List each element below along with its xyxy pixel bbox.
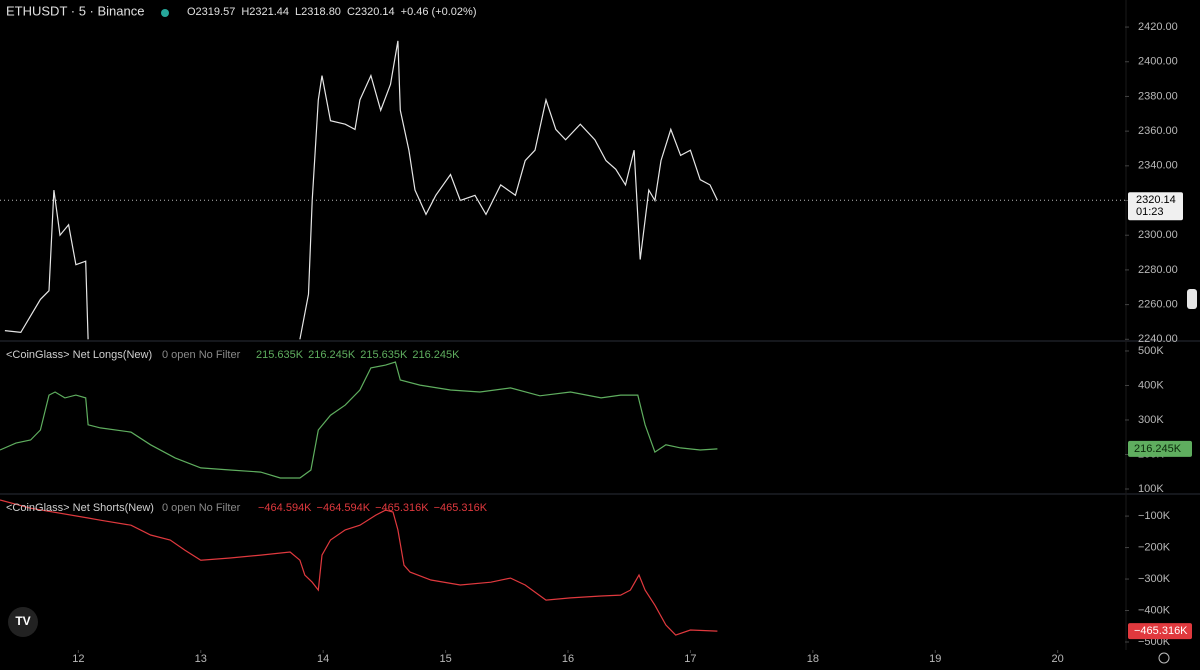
x-tick-label: 18 — [807, 653, 819, 665]
y-tick-label: 2380.00 — [1138, 90, 1178, 102]
legend-value: 215.635K — [360, 349, 408, 361]
y-tick-label: 2400.00 — [1138, 56, 1178, 68]
series-line — [0, 499, 718, 636]
bar-timer: 01:23 — [1136, 206, 1164, 218]
last-price-box — [1128, 192, 1183, 221]
y-tick-label: 2260.00 — [1138, 299, 1178, 311]
last-value-label: 216.245K — [1134, 443, 1182, 455]
x-tick-label: 20 — [1052, 653, 1064, 665]
last-value-box — [1128, 623, 1192, 640]
y-tick-label: 2280.00 — [1138, 264, 1178, 276]
legend-value: 216.245K — [308, 349, 356, 361]
legend-value: −464.594K — [317, 502, 371, 514]
plot-area — [0, 361, 718, 479]
ohlc-stat: +0.46 (+0.02%) — [401, 6, 477, 18]
tradingview-logo[interactable]: TV — [8, 607, 38, 637]
market-status-dot — [161, 9, 169, 17]
y-tick-label: 2340.00 — [1138, 160, 1178, 172]
series-line — [0, 361, 718, 479]
pane-subtitle: 0 open No Filter — [162, 502, 241, 514]
ohlc-stat: H2321.44 — [241, 6, 289, 18]
last-value-box — [1128, 440, 1192, 457]
last-value-label: −465.316K — [1134, 625, 1188, 637]
x-tick-label: 15 — [439, 653, 451, 665]
pane-subtitle: 0 open No Filter — [162, 349, 241, 361]
pane-title: <CoinGlass> Net Shorts(New) — [6, 502, 154, 514]
pane-title: <CoinGlass> Net Longs(New) — [6, 349, 152, 361]
y-tick-label: 2300.00 — [1138, 229, 1178, 241]
last-price-label: 2320.14 — [1136, 194, 1176, 206]
legend-value: 215.635K — [256, 349, 304, 361]
ohlc-stat: C2320.14 — [347, 6, 395, 18]
series-line — [4, 40, 718, 340]
x-tick-label: 16 — [562, 653, 574, 665]
legend-value: −464.594K — [258, 502, 312, 514]
y-tick-label: −200K — [1138, 541, 1171, 553]
settings-icon[interactable] — [1158, 652, 1170, 664]
x-tick-label: 17 — [684, 653, 696, 665]
x-tick-label: 12 — [72, 653, 84, 665]
x-tick-label: 13 — [195, 653, 207, 665]
y-tick-label: −300K — [1138, 573, 1171, 585]
ohlc-stat: O2319.57 — [187, 6, 235, 18]
x-tick-label: 14 — [317, 653, 329, 665]
y-tick-label: 2240.00 — [1138, 333, 1178, 345]
plot-area — [4, 40, 718, 340]
y-tick-label: 400K — [1138, 379, 1164, 391]
logo-badge[interactable] — [8, 607, 38, 637]
collapse-handle[interactable] — [1187, 289, 1197, 309]
legend-value: 216.245K — [412, 349, 460, 361]
y-tick-label: 2420.00 — [1138, 21, 1178, 33]
y-tick-label: 2360.00 — [1138, 125, 1178, 137]
y-tick-label: 100K — [1138, 483, 1164, 495]
y-tick-label: −100K — [1138, 510, 1171, 522]
pane-title: ETHUSDT · 5 · Binance — [6, 3, 144, 18]
legend-value: −465.316K — [434, 502, 488, 514]
y-tick-label: −400K — [1138, 604, 1171, 616]
y-tick-label: 500K — [1138, 345, 1164, 357]
plot-area — [0, 499, 718, 636]
ohlc-stat: L2318.80 — [295, 6, 341, 18]
y-tick-label: 300K — [1138, 414, 1164, 426]
legend-value: −465.316K — [375, 502, 429, 514]
x-tick-label: 19 — [929, 653, 941, 665]
logo-mark[interactable]: TV — [15, 614, 30, 628]
